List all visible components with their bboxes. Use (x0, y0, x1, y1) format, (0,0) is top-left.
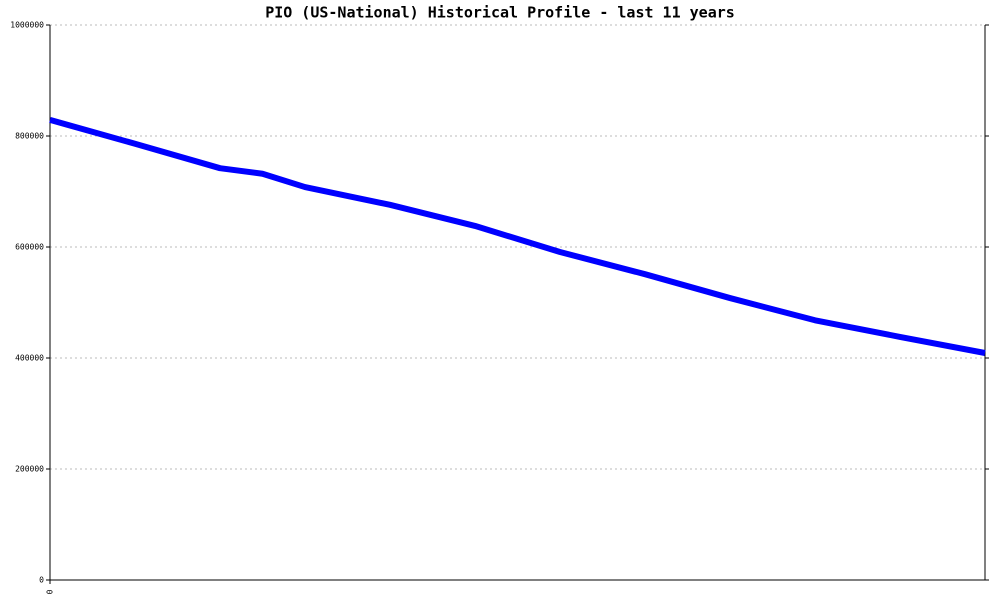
y-tick-label: 200000 (15, 465, 44, 474)
y-tick-label: 600000 (15, 243, 44, 252)
y-tick-label: 800000 (15, 132, 44, 141)
y-tick-label: 0 (39, 576, 44, 585)
y-tick-label: 1000000 (10, 21, 44, 30)
y-tick-label: 400000 (15, 354, 44, 363)
x-tick-label: 0 (46, 589, 55, 594)
chart-title: PIO (US-National) Historical Profile - l… (265, 4, 735, 22)
data-line (49, 117, 986, 356)
